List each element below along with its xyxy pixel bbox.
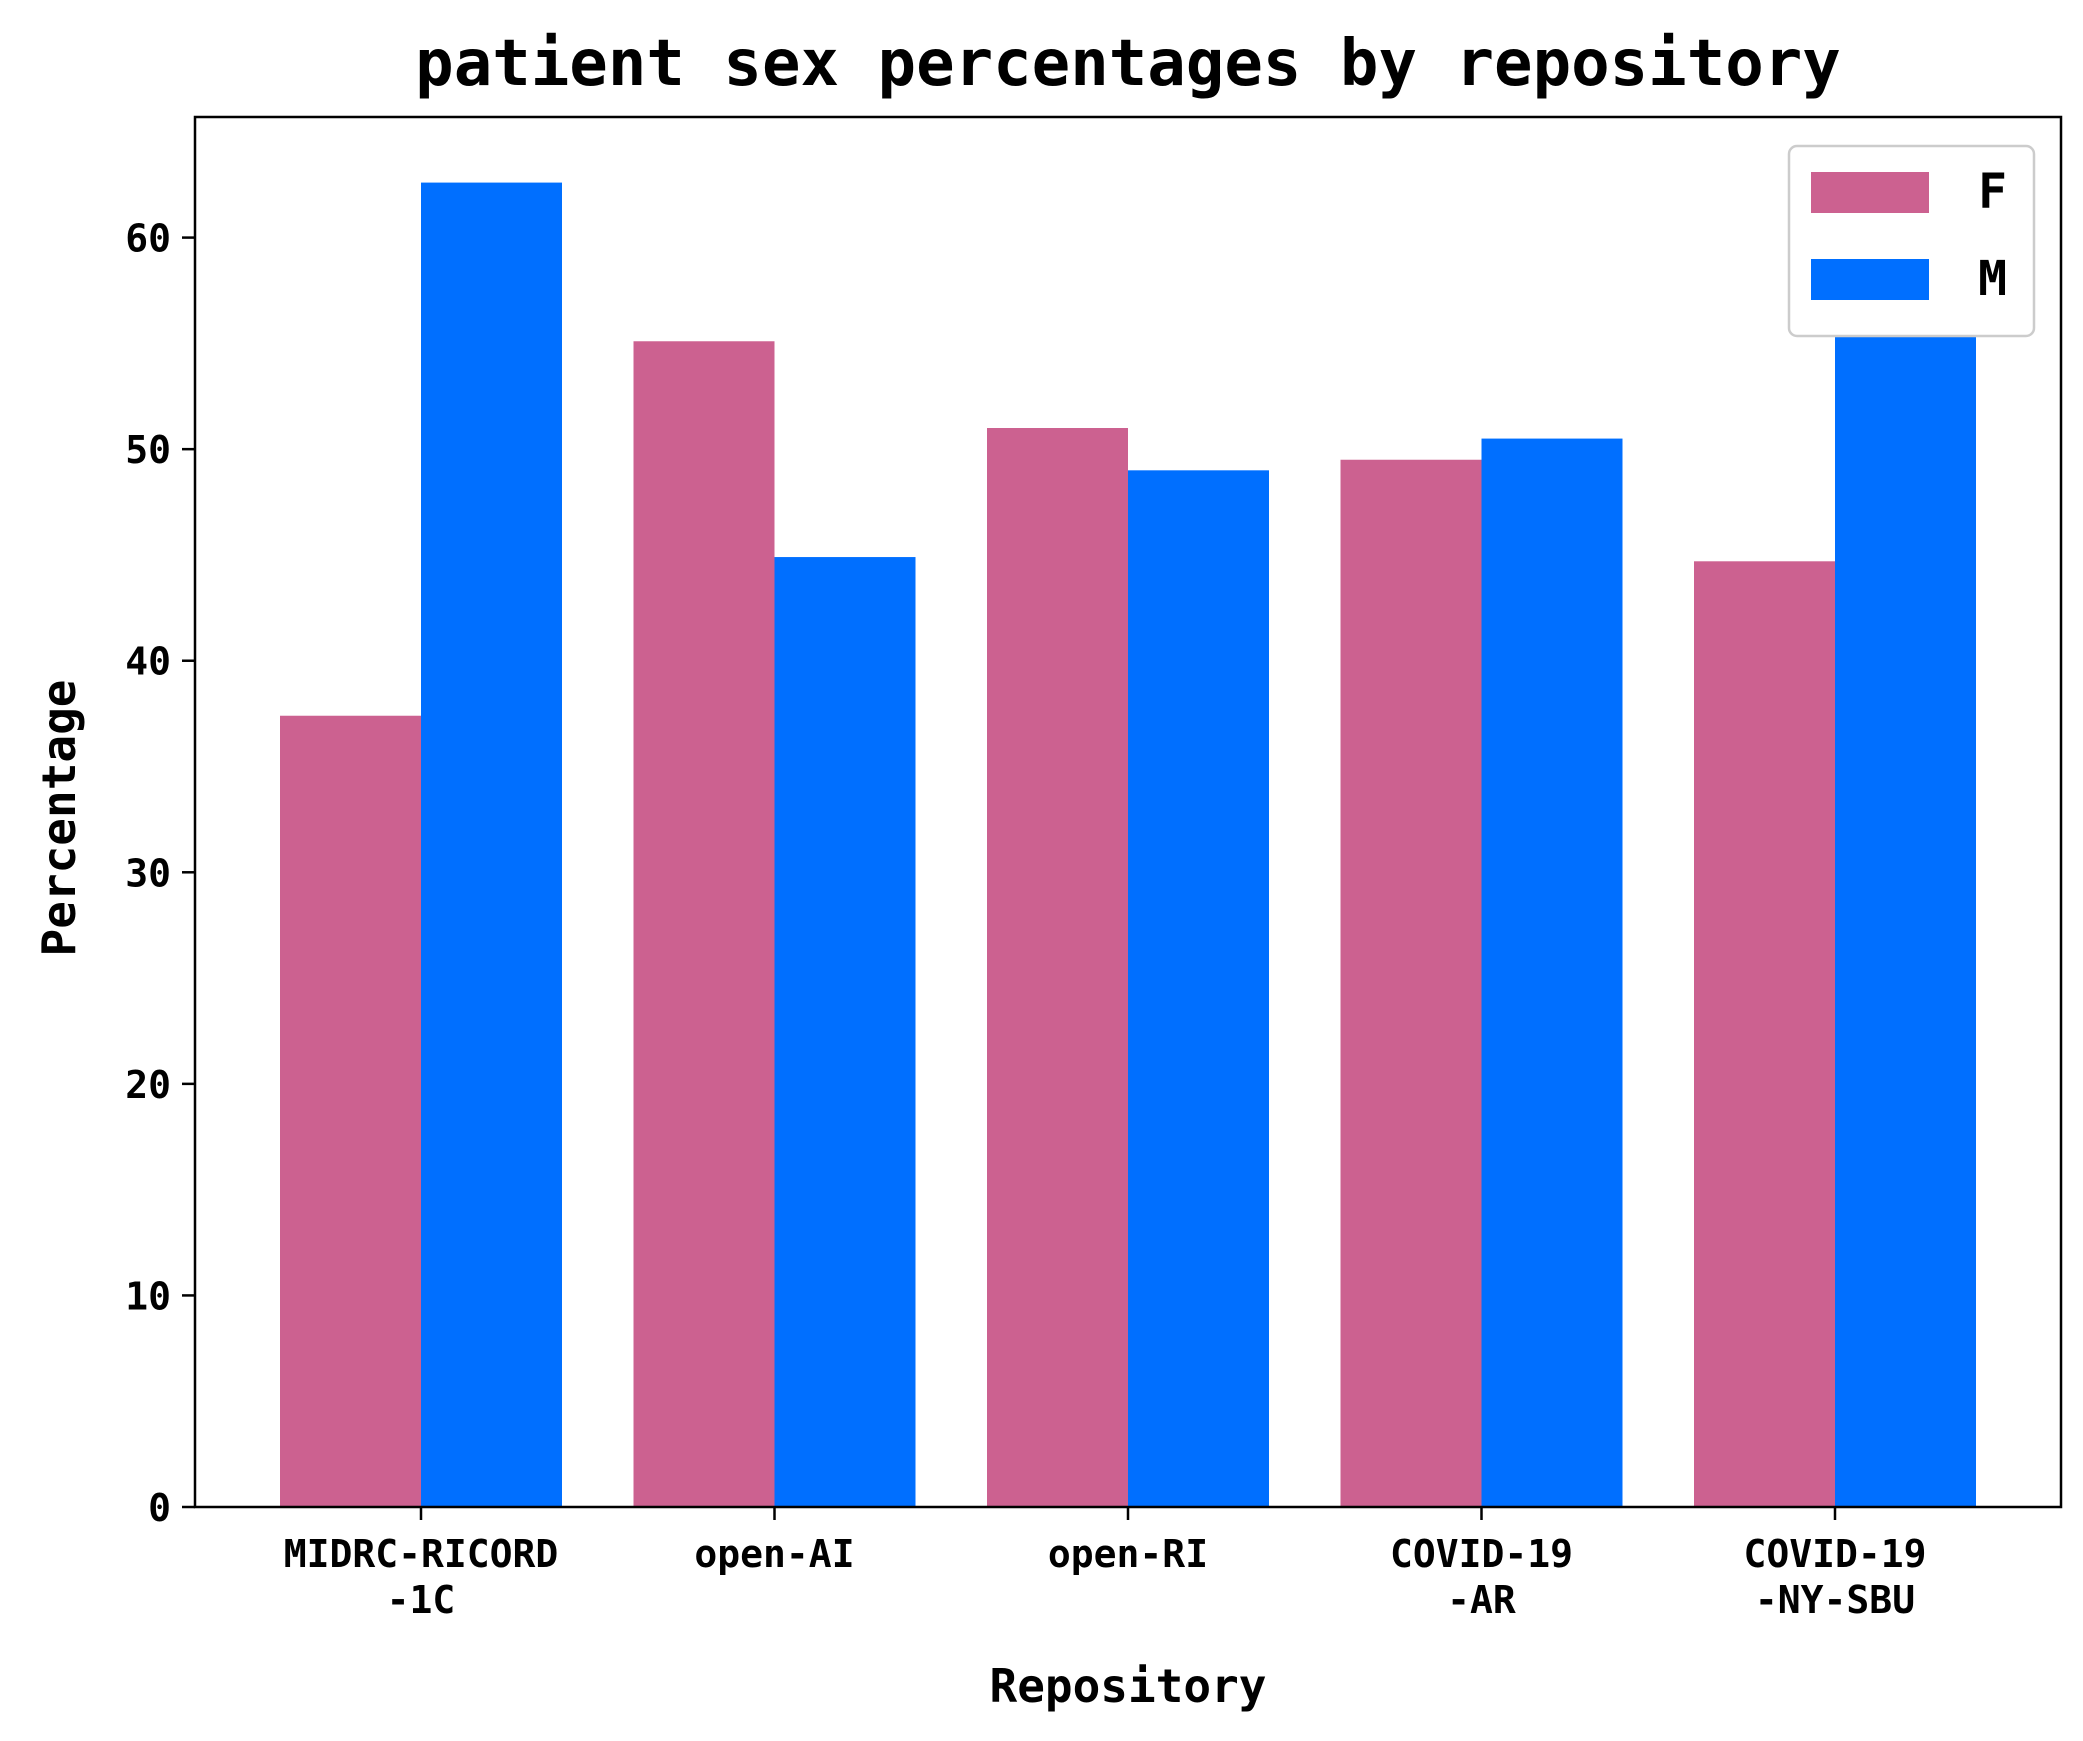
- bar-m-0: [421, 182, 562, 1508]
- bar-m-4: [1835, 337, 1976, 1507]
- y-tick-label-0: 0: [148, 1486, 171, 1530]
- bars-group: [280, 182, 1976, 1508]
- x-tick-label-2: open-RI: [1048, 1532, 1208, 1576]
- y-tick-label-3: 30: [125, 851, 171, 895]
- y-tick-label-4: 40: [125, 640, 171, 684]
- y-tick-label-1: 10: [125, 1274, 171, 1318]
- bar-f-4: [1694, 561, 1835, 1507]
- chart-title: patient sex percentages by repository: [415, 27, 1841, 101]
- bar-f-0: [280, 715, 421, 1507]
- legend: FM: [1787, 144, 2036, 338]
- bar-f-2: [987, 428, 1128, 1507]
- x-axis-label: Repository: [990, 1659, 1267, 1713]
- y-axis: 0 10 20 30 40 50 60: [125, 217, 195, 1530]
- bar-m-2: [1128, 470, 1269, 1507]
- legend-swatch-f: [1811, 172, 1929, 213]
- legend-label-m: M: [1978, 251, 2007, 307]
- y-tick-label-2: 20: [125, 1063, 171, 1107]
- x-axis: MIDRC-RICORD -1C open-AI open-RI COVID-19 -AR…: [284, 1507, 1927, 1622]
- x-tick-label-3: COVID-19 -AR: [1390, 1532, 1573, 1622]
- bar-f-3: [1340, 459, 1482, 1507]
- x-tick-label-4: COVID-19 -NY-SBU: [1743, 1532, 1926, 1622]
- x-tick-label-1: open-AI: [694, 1532, 854, 1576]
- legend-swatch-m: [1811, 259, 1929, 300]
- legend-label-f: F: [1978, 164, 2007, 220]
- y-tick-label-5: 50: [125, 428, 171, 472]
- y-axis-label: Percentage: [32, 680, 86, 957]
- bar-m-1: [774, 557, 916, 1507]
- bar-f-1: [633, 341, 775, 1507]
- y-tick-label-6: 60: [125, 217, 171, 261]
- x-tick-label-0: MIDRC-RICORD -1C: [284, 1532, 559, 1622]
- bar-m-3: [1481, 438, 1623, 1507]
